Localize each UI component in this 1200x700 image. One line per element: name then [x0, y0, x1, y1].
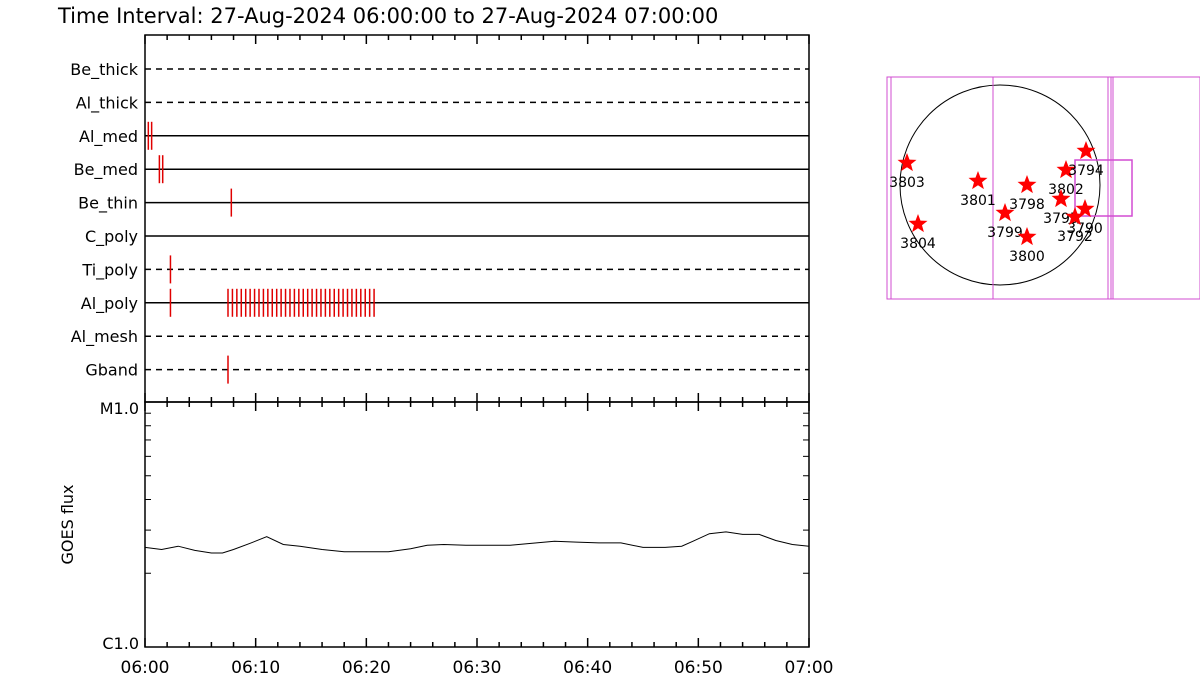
timeline-row-label: Gband	[85, 361, 138, 380]
active-region-marker	[968, 171, 988, 190]
goes-y-axis-label: GOES flux	[58, 484, 77, 564]
active-region-marker	[1076, 141, 1096, 160]
timeline-row-label: Be_thick	[70, 60, 138, 80]
active-region-marker	[1051, 189, 1071, 208]
active-region-marker	[1065, 207, 1085, 226]
active-region-marker	[1056, 160, 1076, 179]
goes-panel: M1.0 C1.0 GOES flux 06:00 06:10 06:20 06:30 06:…	[58, 399, 834, 678]
goes-frame	[144, 401, 810, 648]
timeline-row-label: Al_mesh	[71, 327, 138, 347]
timeline-row-label: Al_med	[79, 127, 138, 147]
fov-box	[1107, 76, 1200, 300]
active-region-label: 3801	[960, 193, 996, 209]
active-region-label: 3802	[1048, 182, 1084, 198]
active-region-marker	[995, 203, 1015, 222]
active-region-marker	[1075, 199, 1095, 218]
timeline-frame	[144, 34, 810, 403]
timeline-row-label: Al_poly	[81, 294, 138, 314]
active-region-marker	[1017, 175, 1037, 194]
goes-x-tick-label: 06:30	[453, 658, 502, 678]
solar-limb	[899, 84, 1101, 286]
timeline-row-label: Ti_poly	[81, 260, 138, 280]
goes-x-tick-label: 06:20	[342, 658, 391, 678]
fov-box	[992, 76, 1114, 300]
fov-box-zoom	[1074, 159, 1133, 217]
goes-y-tick-label: M1.0	[100, 399, 139, 418]
timeline-row-label: Be_med	[74, 160, 138, 180]
timeline-row-label: Al_thick	[76, 93, 139, 113]
active-region-marker	[897, 153, 917, 172]
goes-y-tick-label: C1.0	[102, 634, 139, 653]
active-region-marker	[1017, 227, 1037, 246]
goes-x-tick-label: 06:40	[563, 658, 612, 678]
active-region-label: 3790	[1067, 221, 1103, 237]
active-region-label: 3798	[1009, 197, 1045, 213]
goes-x-tick-label: 06:50	[674, 658, 723, 678]
active-region-label: 3800	[1009, 249, 1045, 265]
goes-flux-line	[144, 531, 810, 554]
goes-x-tick-label: 06:00	[121, 658, 170, 678]
timeline-panel: Be_thick Al_thick Al_med Be_med Be_thin C_pol…	[70, 34, 810, 403]
active-region-label: 3803	[889, 175, 925, 191]
active-region-label: 3794	[1068, 163, 1104, 179]
active-region-label: 3799	[987, 225, 1023, 241]
goes-x-tick-label: 06:10	[231, 658, 280, 678]
timeline-row-label: C_poly	[85, 227, 138, 247]
active-region-label: 3804	[900, 236, 936, 252]
goes-x-tick-label: 07:00	[785, 658, 834, 678]
active-region-marker	[908, 214, 928, 233]
chart-title: Time Interval: 27-Aug-2024 06:00:00 to 2…	[57, 4, 718, 28]
active-region-label: 3792	[1057, 229, 1093, 245]
timeline-row-label: Be_thin	[78, 194, 138, 214]
